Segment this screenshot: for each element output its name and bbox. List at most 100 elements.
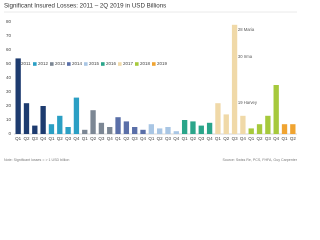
x-tick-label: Q2 <box>90 136 97 141</box>
chart: Significant Insured Losses: 2011 – 2Q 20… <box>4 3 298 162</box>
y-tick-label: 40 <box>6 75 12 80</box>
x-tick-label: Q3 <box>165 136 172 141</box>
bar <box>165 127 171 134</box>
bar <box>265 115 271 134</box>
x-tick-label: Q4 <box>273 136 280 141</box>
y-tick-label: 60 <box>6 47 12 52</box>
bar <box>256 124 263 134</box>
y-tick-label: 0 <box>8 131 11 136</box>
y-tick-label: 10 <box>6 117 12 122</box>
x-tick-label: Q4 <box>73 136 80 141</box>
bar <box>140 129 146 134</box>
legend-label: 2017 <box>123 61 134 66</box>
legend-swatch <box>118 62 122 66</box>
x-tick-label: Q4 <box>40 136 47 141</box>
x-tick-label: Q2 <box>23 136 30 141</box>
bar <box>173 131 179 134</box>
y-tick-label: 70 <box>6 33 12 38</box>
legend-swatch <box>84 62 88 66</box>
legend-swatch <box>135 62 139 66</box>
x-tick-label: Q2 <box>57 136 64 141</box>
x-tick-label: Q3 <box>132 136 139 141</box>
legend-label: 2013 <box>55 61 66 66</box>
x-tick-label: Q1 <box>248 136 255 141</box>
legend-label: 2016 <box>106 61 117 66</box>
bar <box>32 125 38 134</box>
annotation: 28 Maria <box>238 27 255 32</box>
x-tick-label: Q3 <box>32 136 39 141</box>
bar <box>107 127 113 134</box>
bar <box>156 128 163 134</box>
y-tick-label: 30 <box>6 89 12 94</box>
annotation: 30 Irma <box>238 54 253 59</box>
bar <box>123 121 130 134</box>
legend-label: 2011 <box>21 61 31 66</box>
x-tick-label: Q1 <box>82 136 89 141</box>
note: Note: Significant losses = > 1 USD billi… <box>4 158 69 162</box>
bar <box>132 127 138 134</box>
legend-swatch <box>67 62 71 66</box>
x-tick-label: Q3 <box>232 136 239 141</box>
x-tick-label: Q3 <box>65 136 72 141</box>
x-tick-label: Q4 <box>240 136 247 141</box>
page: {"chart_data": {"type": "bar", "title": … <box>4 2 298 162</box>
bar <box>57 115 63 134</box>
x-tick-label: Q1 <box>15 136 22 141</box>
x-tick-label: Q2 <box>290 136 297 141</box>
bar <box>281 124 288 134</box>
x-tick-label: Q1 <box>115 136 122 141</box>
bar <box>231 24 238 134</box>
x-tick-label: Q3 <box>265 136 272 141</box>
bar <box>290 124 296 134</box>
legend-label: 2018 <box>140 61 151 66</box>
x-tick-label: Q4 <box>173 136 180 141</box>
bar <box>223 114 229 134</box>
bar <box>65 127 71 134</box>
x-tick-label: Q4 <box>207 136 214 141</box>
bar <box>198 125 204 134</box>
bar <box>90 110 96 134</box>
bar <box>15 58 21 134</box>
legend-swatch <box>101 62 105 66</box>
x-tick-label: Q3 <box>198 136 205 141</box>
bar <box>273 85 279 134</box>
x-tick-label: Q4 <box>107 136 114 141</box>
y-tick-label: 20 <box>6 103 12 108</box>
y-tick-label: 80 <box>6 19 12 24</box>
chart-title: Significant Insured Losses: 2011 – 2Q 20… <box>4 3 166 10</box>
source: Source: Swiss Re, PCS, FHFA, Guy Carpent… <box>223 158 298 162</box>
bar <box>206 122 213 134</box>
x-tick-label: Q2 <box>223 136 230 141</box>
bar <box>40 106 46 134</box>
legend-swatch <box>152 62 156 66</box>
x-tick-label: Q2 <box>123 136 130 141</box>
x-tick-label: Q4 <box>140 136 147 141</box>
bar <box>148 124 155 134</box>
legend-label: 2015 <box>89 61 100 66</box>
legend-swatch <box>33 62 37 66</box>
bar <box>73 97 80 134</box>
bar <box>190 121 196 134</box>
x-tick-label: Q1 <box>182 136 189 141</box>
annotation: 19 Harvey <box>238 100 258 105</box>
legend-label: 2012 <box>38 61 49 66</box>
legend-label: 2019 <box>157 61 168 66</box>
bar <box>23 103 30 134</box>
x-tick-label: Q2 <box>157 136 164 141</box>
x-tick-label: Q1 <box>48 136 55 141</box>
x-tick-label: Q1 <box>148 136 155 141</box>
bar <box>248 128 254 134</box>
bar <box>215 103 221 134</box>
y-tick-label: 50 <box>6 61 12 66</box>
x-tick-label: Q2 <box>257 136 264 141</box>
legend-swatch <box>50 62 54 66</box>
x-tick-label: Q1 <box>215 136 222 141</box>
bar <box>240 115 246 134</box>
bar <box>98 122 105 134</box>
bar <box>115 117 121 134</box>
x-tick-label: Q1 <box>282 136 289 141</box>
legend-label: 2014 <box>72 61 83 66</box>
x-tick-label: Q3 <box>98 136 105 141</box>
legend-swatch <box>16 62 20 66</box>
bar <box>48 124 55 134</box>
